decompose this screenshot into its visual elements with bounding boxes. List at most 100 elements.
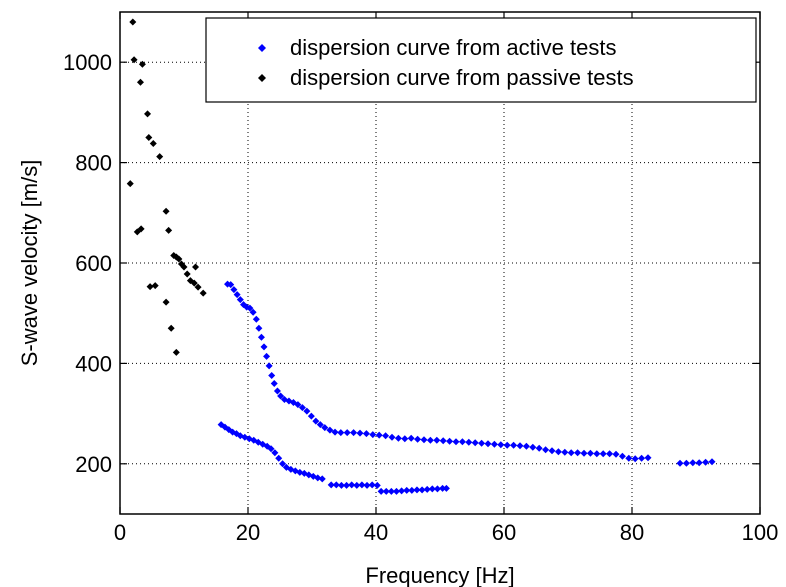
data-point [348,481,356,489]
data-point [275,454,283,462]
data-point [175,255,183,263]
legend-label-passive: dispersion curve from passive tests [290,65,634,90]
data-point [638,454,646,462]
legend-label-active: dispersion curve from active tests [290,35,616,60]
data-point [350,429,358,437]
data-point [465,438,473,446]
data-point [414,435,422,443]
data-point [144,110,152,118]
data-point [625,454,633,462]
data-point [394,434,402,442]
data-point [375,431,383,439]
data-point [599,450,607,458]
data-point [490,440,498,448]
legend-box [205,17,757,103]
data-point [392,487,400,495]
data-point [199,289,207,297]
data-point [236,296,244,304]
data-point [265,362,273,370]
data-point [331,428,339,436]
legend-marker-passive [258,74,266,82]
data-point [138,60,146,68]
data-point [145,134,153,141]
data-point [165,226,173,234]
data-point [593,450,601,458]
data-point [255,324,263,332]
y-tick-label: 1000 [63,50,112,75]
data-point [398,487,406,495]
data-point [307,412,315,420]
data-point [407,434,415,442]
data-point [246,304,254,312]
data-point [548,447,556,455]
data-point [268,371,276,379]
data-point [586,449,594,457]
tick-labels: 0 20 40 60 80 100 200 400 600 800 1000 [63,50,778,545]
data-point [561,448,569,456]
data-point [382,432,390,440]
data-point [618,452,626,460]
data-point [382,487,390,495]
data-point [337,481,345,489]
data-point [167,324,175,332]
data-point [420,436,428,444]
data-point [172,348,180,356]
data-point [708,458,716,466]
data-point [542,446,550,454]
data-point [631,455,639,463]
data-point [146,283,154,291]
data-point [353,481,361,489]
data-point [529,443,537,451]
data-point [129,18,137,26]
data-point [356,429,364,437]
data-point [452,438,460,446]
data-point [156,153,164,161]
data-point [535,444,543,452]
data-point [318,475,326,483]
data-point [249,308,257,316]
data-point [316,421,324,429]
data-point [271,449,279,457]
data-point [516,442,524,450]
data-point [439,484,447,492]
data-point [388,433,396,441]
data-point [458,438,466,446]
data-point [263,352,271,360]
x-tick-label: 60 [492,520,516,545]
y-tick-label: 400 [75,351,112,376]
data-point [133,228,141,236]
data-point [362,430,370,438]
data-point [358,481,366,489]
series-passive [126,18,207,356]
data-point [471,439,479,447]
y-tick-label: 800 [75,151,112,176]
data-point [612,450,620,458]
data-point [403,486,411,494]
data-point [233,291,241,299]
data-point [343,481,351,489]
data-point [428,485,436,493]
data-point [408,486,416,494]
data-point [510,441,518,449]
data-point [194,283,202,291]
data-point [689,459,697,467]
data-point [277,392,285,400]
y-tick-label: 600 [75,251,112,276]
data-point [433,485,441,493]
data-point [298,404,306,412]
data-point [554,448,562,456]
data-point [230,286,238,294]
data-point [327,481,335,489]
data-point [294,401,302,409]
x-tick-label: 0 [114,520,126,545]
data-point [252,315,260,323]
data-point [418,486,426,494]
data-point [337,429,345,437]
data-point [303,407,311,415]
data-point [442,484,450,492]
data-point [426,436,434,444]
data-point [423,485,431,493]
data-point [227,281,235,289]
series-active [217,280,716,495]
